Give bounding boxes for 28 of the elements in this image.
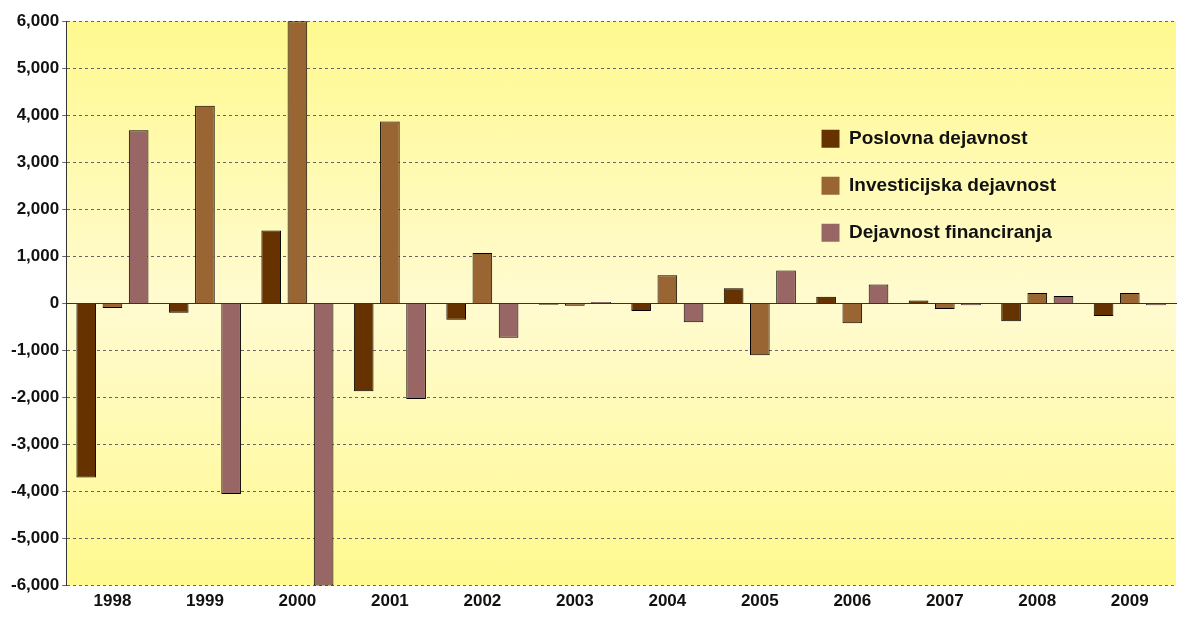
x-tick-label: 1999 bbox=[186, 591, 224, 611]
x-tick-label: 2005 bbox=[740, 591, 779, 611]
y-tick-label: -6,000 bbox=[11, 575, 60, 595]
y-tick-label: 1,000 bbox=[16, 246, 60, 266]
x-tick-label: 2001 bbox=[370, 591, 409, 611]
y-tick-label: -5,000 bbox=[11, 528, 60, 548]
x-tick-label: 2007 bbox=[925, 591, 964, 611]
legend-label: Investicijska dejavnost bbox=[849, 174, 1057, 195]
x-tick-label: 2004 bbox=[648, 591, 687, 611]
y-tick-label: -4,000 bbox=[11, 481, 60, 501]
x-tick-label: 2002 bbox=[463, 591, 502, 611]
x-tick-label: 2009 bbox=[1110, 591, 1149, 611]
x-tick-label: 2000 bbox=[278, 591, 317, 611]
x-tick-label: 2008 bbox=[1018, 591, 1057, 611]
y-tick-label: -2,000 bbox=[11, 387, 60, 407]
y-tick-label: 3,000 bbox=[16, 151, 60, 171]
y-tick-label: -1,000 bbox=[11, 340, 60, 360]
y-tick-label: 4,000 bbox=[16, 104, 60, 124]
x-tick-label: 2003 bbox=[555, 591, 594, 611]
x-tick-label: 2006 bbox=[833, 591, 872, 611]
legend-label: Dejavnost financiranja bbox=[849, 221, 1053, 242]
y-tick-label: -3,000 bbox=[11, 434, 60, 454]
y-tick-label: 6,000 bbox=[16, 10, 60, 30]
x-tick-label: 1998 bbox=[93, 591, 132, 611]
y-tick-label: 5,000 bbox=[16, 57, 60, 77]
y-tick-label: 2,000 bbox=[16, 199, 60, 219]
legend-label: Poslovna dejavnost bbox=[849, 127, 1029, 148]
y-tick-label: 0 bbox=[49, 293, 60, 313]
